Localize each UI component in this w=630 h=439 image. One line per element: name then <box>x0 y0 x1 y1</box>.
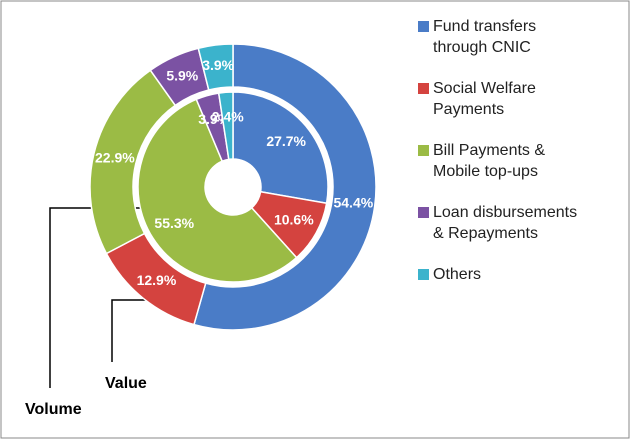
slice <box>197 43 234 91</box>
legend-label: Fund transfers through CNIC <box>433 18 537 56</box>
slice <box>217 91 234 161</box>
legend-item: Bill Payments & Mobile top-ups <box>418 140 598 182</box>
slice <box>137 98 298 283</box>
data-label: 3.9% <box>202 57 234 73</box>
data-label: 10.6% <box>274 211 314 227</box>
legend-item: Others <box>418 264 598 285</box>
legend-swatch <box>418 145 429 156</box>
legend-item: Loan disbursements & Repayments <box>418 202 598 244</box>
legend: Fund transfers through CNIC Social Welfar… <box>418 16 598 305</box>
data-label: 5.9% <box>166 67 198 83</box>
legend-item: Fund transfers through CNIC <box>418 16 598 58</box>
legend-item: Social Welfare Payments <box>418 78 598 120</box>
legend-swatch <box>418 21 429 32</box>
legend-label: Social Welfare Payments <box>433 80 536 118</box>
data-label: 2.4% <box>212 108 244 124</box>
legend-swatch <box>418 269 429 280</box>
legend-swatch <box>418 207 429 218</box>
legend-label: Loan disbursements & Repayments <box>433 204 578 242</box>
legend-swatch <box>418 83 429 94</box>
data-label: 27.7% <box>266 133 306 149</box>
slice <box>232 91 329 205</box>
slice <box>193 43 377 331</box>
annotation-volume: Volume <box>25 401 82 418</box>
legend-label: Others <box>433 266 482 283</box>
data-label: 54.4% <box>333 194 373 210</box>
annotation-value: Value <box>105 375 147 392</box>
legend-label: Bill Payments & Mobile top-ups <box>433 142 546 180</box>
value-leader <box>111 299 152 362</box>
data-label: 55.3% <box>154 215 194 231</box>
data-label: 22.9% <box>95 149 135 165</box>
data-label: 12.9% <box>137 272 177 288</box>
